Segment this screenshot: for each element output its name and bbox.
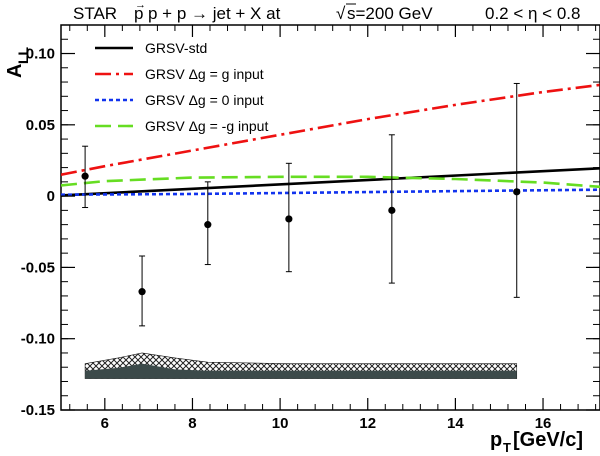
title-p1: p (134, 4, 143, 23)
y-axis-title: A LL (4, 46, 31, 78)
x-axis-title-main: p (490, 429, 502, 451)
title-experiment: STAR (73, 4, 117, 23)
data-point-2 (204, 221, 212, 229)
chart-title: STAR p → p + p → jet + X at √ s=200 GeV … (73, 0, 580, 23)
data-point-4 (388, 206, 396, 214)
legend-label-3: GRSV Δg = -g input (145, 118, 268, 134)
x-tick-label-1: 8 (188, 415, 196, 432)
theory-curves (61, 83, 600, 197)
y-axis-title-main: A (4, 64, 26, 78)
x-tick-label-5: 16 (535, 415, 552, 432)
x-axis-title-sub: T (503, 440, 511, 455)
legend-label-0: GRSV-std (145, 40, 207, 56)
title-reaction: p + p → jet + X at (148, 4, 281, 23)
legend-label-1: GRSV Δg = g input (145, 66, 264, 82)
title-energy: s=200 GeV (347, 4, 433, 23)
x-axis: 6 8 10 12 14 16 (69, 25, 597, 432)
y-tick-label-5: 0.10 (26, 46, 55, 63)
x-axis-title-unit: [GeV/c] (513, 429, 583, 451)
vector-arrow-icon: → (135, 0, 146, 11)
plot-frame (60, 24, 600, 411)
x-axis-title: p T [GeV/c] (490, 429, 583, 455)
data-point-1 (138, 288, 146, 296)
sqrt-icon: √ (336, 4, 346, 23)
x-tick-label-3: 12 (359, 415, 376, 432)
title-eta-range: 0.2 < η < 0.8 (485, 4, 580, 23)
y-tick-label-4: 0.05 (26, 117, 55, 134)
x-tick-label-2: 10 (272, 415, 289, 432)
series-line-3 (61, 175, 600, 189)
series-line-0 (61, 167, 600, 197)
y-tick-label-2: -0.05 (21, 259, 55, 276)
systematic-band-fill (85, 363, 517, 379)
series-line-2 (61, 188, 600, 196)
y-axis: -0.15 -0.10 -0.05 0 0.05 0.10 (21, 24, 600, 419)
legend-label-2: GRSV Δg = 0 input (145, 92, 264, 108)
x-tick-label-0: 6 (101, 415, 109, 432)
legend: GRSV-std GRSV Δg = g input GRSV Δg = 0 inp… (95, 40, 268, 134)
data-point-3 (285, 215, 293, 223)
data-point-5 (513, 188, 521, 196)
x-tick-label-4: 14 (447, 415, 464, 432)
y-tick-label-1: -0.10 (21, 331, 55, 348)
y-axis-title-sub: LL (15, 46, 31, 64)
series-line-1 (61, 83, 600, 176)
systematic-band (84, 352, 518, 379)
y-tick-label-3: 0 (47, 188, 55, 205)
data-points (81, 82, 521, 327)
data-point-0 (81, 172, 89, 180)
y-tick-label-0: -0.15 (21, 402, 55, 419)
